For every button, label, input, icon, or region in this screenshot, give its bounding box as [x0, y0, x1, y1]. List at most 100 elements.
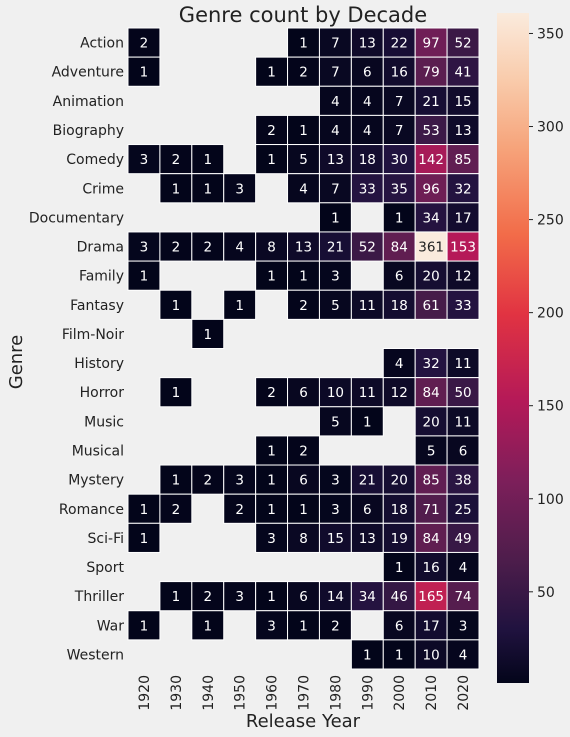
cell-value-label: 7 [331, 65, 340, 81]
heatmap-cell [318, 610, 352, 641]
heatmap-cell [255, 231, 289, 262]
heatmap-cell [159, 173, 193, 204]
cell-value-label: 1 [172, 473, 181, 489]
cell-value-label: 3 [459, 618, 468, 634]
cell-value-label: 1 [140, 531, 149, 547]
cell-value-label: 13 [454, 123, 471, 139]
cell-value-label: 361 [418, 240, 444, 256]
cell-value-label: 46 [391, 589, 408, 605]
cell-value-label: 16 [423, 560, 440, 576]
cell-value-label: 3 [331, 473, 340, 489]
cell-value-label: 1 [140, 502, 149, 518]
cell-value-label: 13 [327, 152, 344, 168]
cell-value-label: 4 [459, 560, 468, 576]
y-tick-label: Action [80, 36, 124, 52]
colorbar-ticks: 50 100 150 200 250 300 350 [529, 26, 564, 601]
cell-value-label: 20 [423, 269, 440, 285]
y-tick-label: Music [84, 414, 124, 430]
heatmap-cell [318, 289, 352, 320]
cell-value-label: 1 [203, 327, 212, 343]
cell-value-label: 2 [299, 298, 308, 314]
y-tick-label: Family [79, 269, 124, 285]
heatmap-cell [127, 56, 161, 87]
cell-value-label: 2 [172, 240, 181, 256]
heatmap-cell [446, 551, 480, 583]
heatmap-cell [255, 377, 289, 408]
heatmap-cell [414, 27, 448, 58]
y-tick-labels: Action Adventure Animation Biography Comedy C… [29, 36, 125, 664]
heatmap-cell [318, 114, 352, 146]
heatmap-cell [382, 639, 416, 670]
cell-value-label: 4 [459, 647, 468, 663]
cell-value-label: 1 [363, 414, 372, 430]
cell-value-label: 21 [327, 240, 344, 256]
y-tick-label: Horror [80, 385, 125, 401]
cell-value-label: 5 [299, 152, 308, 168]
heatmap-cell [127, 144, 161, 175]
cell-value-label: 3 [267, 531, 276, 547]
heatmap-cell [414, 435, 448, 466]
heatmap-cell [318, 85, 352, 116]
cell-value-label: 6 [363, 65, 372, 81]
cell-value-label: 6 [299, 589, 308, 605]
heatmap-cell [382, 348, 416, 379]
cell-value-label: 2 [267, 385, 276, 401]
x-axis-label: Release Year [246, 711, 361, 732]
heatmap-cell [446, 610, 480, 641]
cell-value-label: 61 [423, 298, 440, 314]
y-tick-label: Biography [53, 123, 124, 139]
cell-value-label: 33 [359, 181, 376, 197]
heatmap-cell [446, 144, 480, 175]
cell-value-label: 4 [331, 94, 340, 110]
cell-value-label: 2 [203, 473, 212, 489]
y-tick-label: Documentary [29, 210, 124, 226]
heatmap-cell [318, 493, 352, 524]
cell-value-label: 2 [172, 152, 181, 168]
cell-value-label: 13 [359, 36, 376, 52]
y-tick-label: War [97, 618, 125, 634]
heatmap-cell [159, 581, 193, 612]
heatmap-cell [255, 581, 289, 612]
cell-value-label: 71 [423, 502, 440, 518]
heatmap-cell [318, 522, 352, 553]
heatmap-cell [350, 406, 384, 437]
cell-value-label: 19 [391, 531, 408, 547]
heatmap-cell [446, 85, 480, 116]
cell-value-label: 41 [454, 65, 471, 81]
cell-value-label: 1 [140, 618, 149, 634]
cell-value-label: 84 [391, 240, 408, 256]
cell-value-label: 35 [391, 181, 408, 197]
cell-value-label: 1 [235, 298, 244, 314]
heatmap-cell [318, 202, 352, 233]
cell-value-label: 1 [267, 589, 276, 605]
heatmap-cell [446, 173, 480, 204]
heatmap-cell [382, 231, 416, 262]
cell-value-label: 1 [172, 181, 181, 197]
cell-value-label: 8 [299, 531, 308, 547]
cell-value-label: 7 [331, 36, 340, 52]
heatmap-cell [191, 318, 225, 350]
x-tick-labels: 1920 1930 1940 1950 1960 1970 1980 1990 2000 2010… [137, 675, 472, 711]
cell-value-label: 3 [235, 473, 244, 489]
cell-value-label: 2 [235, 502, 244, 518]
cell-value-label: 1 [267, 502, 276, 518]
cell-value-label: 21 [423, 94, 440, 110]
heatmap-cell [414, 289, 448, 320]
cell-value-label: 142 [418, 152, 444, 168]
cell-value-label: 3 [235, 181, 244, 197]
heatmap-cell [414, 377, 448, 408]
heatmap-cell [382, 289, 416, 320]
colorbar-tick-label: 250 [537, 213, 564, 229]
y-tick-label: Mystery [68, 473, 124, 489]
cell-value-label: 6 [363, 502, 372, 518]
cell-value-label: 1 [395, 647, 404, 663]
cell-value-label: 1 [140, 269, 149, 285]
cell-value-label: 1 [299, 502, 308, 518]
cell-value-label: 1 [363, 647, 372, 663]
y-tick-label: Drama [77, 240, 124, 256]
heatmap-cell [127, 27, 161, 58]
cell-value-label: 1 [267, 473, 276, 489]
heatmap-cell [414, 464, 448, 495]
cell-value-label: 18 [359, 152, 376, 168]
x-tick-label: 2010 [424, 675, 440, 711]
